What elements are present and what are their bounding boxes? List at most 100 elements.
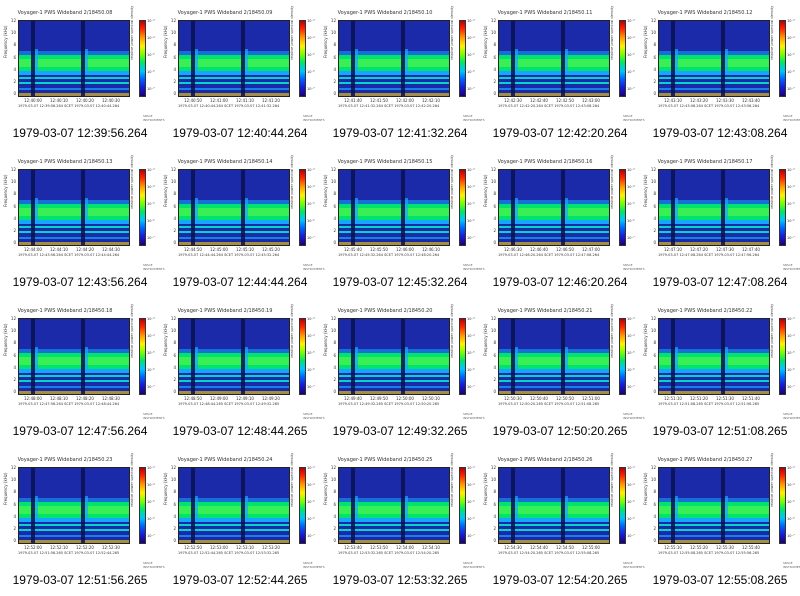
colorbar-tick-label: 10⁻⁴ <box>307 483 315 487</box>
colorbar <box>619 169 626 246</box>
x-tick-label: 12:55:00 <box>582 545 600 550</box>
timestamp-caption: 1979-03-07 12:49:32.265 <box>332 424 468 438</box>
spectrogram-tile: Voyager-1 PWS Wideband 2/18450.13 Frequen… <box>0 149 165 298</box>
y-tick-label: 10 <box>650 179 656 185</box>
colorbar <box>139 318 146 395</box>
colorbar-tick-label: 10⁻⁴ <box>467 36 475 40</box>
y-tick-label: 10 <box>10 477 16 483</box>
y-tick-label: 10 <box>170 328 176 334</box>
y-tick-label: 10 <box>490 477 496 483</box>
x-tick-label: 12:52:30 <box>102 545 120 550</box>
x-tick-label: 12:53:50 <box>370 545 388 550</box>
colorbar <box>299 318 306 395</box>
y-tick-label: 0 <box>13 240 16 246</box>
y-tick-label: 6 <box>13 501 16 507</box>
colorbar-tick-label: 10⁻⁴ <box>147 36 155 40</box>
colorbar-tick-label: 10⁻⁴ <box>467 185 475 189</box>
y-tick-label: 12 <box>650 167 656 172</box>
timestamp-caption: 1979-03-07 12:53:32.265 <box>332 573 468 587</box>
y-tick-label: 2 <box>653 377 656 382</box>
y-tick-label: 10 <box>10 328 16 334</box>
y-tick-label: 10 <box>330 477 336 483</box>
y-tick-label: 10 <box>650 328 656 334</box>
credit-label: SPACE INSTRUMENTS <box>303 263 325 271</box>
y-tick-label: 8 <box>333 42 336 48</box>
x-tick-label: 12:43:10 <box>664 98 682 103</box>
x-tick-label: 12:45:40 <box>344 247 362 252</box>
colorbar-tick-label: 10⁻⁶ <box>467 517 475 521</box>
timestamp-caption: 1979-03-07 12:44:44.264 <box>172 275 308 289</box>
y-tick-label: 8 <box>333 191 336 197</box>
credit-label: SPACE INSTRUMENTS <box>143 114 165 122</box>
y-tick-label: 2 <box>13 526 16 531</box>
y-tick-label: 12 <box>490 316 496 321</box>
x-tick-label: 12:48:00 <box>24 396 42 401</box>
colorbar-tick-label: 10⁻⁶ <box>787 368 795 372</box>
y-tick-label: 12 <box>650 465 656 470</box>
colorbar-tick-label: 10⁻⁷ <box>307 236 315 240</box>
x-tick-label: 12:50:10 <box>422 396 440 401</box>
y-tick-label: 0 <box>13 538 16 544</box>
colorbar-tick-label: 10⁻³ <box>147 19 155 23</box>
spectrogram-tile: Voyager-1 PWS Wideband 2/18450.21 Frequen… <box>480 298 645 447</box>
y-tick-label: 10 <box>650 30 656 36</box>
x-tick-label: 12:45:00 <box>210 247 228 252</box>
y-tick-label: 0 <box>493 91 496 97</box>
colorbar <box>459 467 466 544</box>
colorbar-tick-label: 10⁻⁷ <box>147 534 155 538</box>
y-tick-label: 6 <box>493 352 496 358</box>
y-tick-label: 10 <box>10 179 16 185</box>
plot-title: Voyager-1 PWS Wideband 2/18450.23 <box>17 457 113 463</box>
timestamp-caption: 1979-03-07 12:51:56.265 <box>12 573 148 587</box>
y-tick-label: 6 <box>13 352 16 358</box>
colorbar-tick-label: 10⁻⁷ <box>627 87 635 91</box>
x-tick-label: 12:53:20 <box>262 545 280 550</box>
colorbar-tick-label: 10⁻⁵ <box>467 202 475 206</box>
time-range-label: 1979-03-07 12:40:44.264 SCET 1979-03-07 … <box>178 104 280 108</box>
y-tick-label: 6 <box>333 54 336 60</box>
spectrogram-tile: Voyager-1 PWS Wideband 2/18450.25 Frequen… <box>320 447 485 596</box>
y-tick-label: 0 <box>333 389 336 395</box>
y-tick-label: 0 <box>653 91 656 97</box>
y-tick-label: 6 <box>13 203 16 209</box>
credit-label: SPACE INSTRUMENTS <box>623 263 645 271</box>
x-tick-label: 12:53:10 <box>236 545 254 550</box>
spectrogram-plot <box>338 169 450 246</box>
colorbar <box>619 20 626 97</box>
plot-title: Voyager-1 PWS Wideband 2/18450.08 <box>17 10 113 16</box>
colorbar-label: relative power spectral density <box>130 154 134 209</box>
colorbar-tick-label: 10⁻⁴ <box>467 483 475 487</box>
y-tick-label: 12 <box>650 316 656 321</box>
colorbar-tick-label: 10⁻⁴ <box>307 36 315 40</box>
y-tick-label: 4 <box>653 66 656 72</box>
y-tick-label: 0 <box>653 389 656 395</box>
plot-title: Voyager-1 PWS Wideband 2/18450.11 <box>497 10 593 16</box>
colorbar-tick-label: 10⁻⁴ <box>307 334 315 338</box>
time-range-label: 1979-03-07 12:47:08.264 SCET 1979-03-07 … <box>658 253 760 257</box>
colorbar-tick-label: 10⁻⁴ <box>147 483 155 487</box>
x-tick-label: 12:50:50 <box>556 396 574 401</box>
time-range-label: 1979-03-07 12:51:08.265 SCET 1979-03-07 … <box>658 402 760 406</box>
time-range-label: 1979-03-07 12:45:32.264 SCET 1979-03-07 … <box>338 253 440 257</box>
time-range-label: 1979-03-07 12:44:44.264 SCET 1979-03-07 … <box>178 253 280 257</box>
colorbar <box>459 20 466 97</box>
x-tick-label: 12:44:10 <box>50 247 68 252</box>
x-tick-label: 12:42:30 <box>504 98 522 103</box>
y-tick-label: 6 <box>333 501 336 507</box>
spectrogram-plot <box>178 467 290 544</box>
y-tick-label: 6 <box>173 203 176 209</box>
x-tick-label: 12:54:40 <box>530 545 548 550</box>
x-tick-label: 12:46:30 <box>504 247 522 252</box>
y-tick-label: 2 <box>333 79 336 84</box>
x-tick-label: 12:45:50 <box>370 247 388 252</box>
spectrogram-tile: Voyager-1 PWS Wideband 2/18450.16 Frequen… <box>480 149 645 298</box>
y-tick-label: 4 <box>653 364 656 370</box>
y-tick-label: 2 <box>493 228 496 233</box>
spectrogram-image <box>339 468 449 543</box>
colorbar-tick-label: 10⁻⁷ <box>467 236 475 240</box>
credit-label: SPACE INSTRUMENTS <box>783 561 800 569</box>
colorbar-tick-label: 10⁻³ <box>627 168 635 172</box>
y-tick-label: 0 <box>493 538 496 544</box>
colorbar-label: relative power spectral density <box>290 452 294 507</box>
colorbar-tick-label: 10⁻⁷ <box>147 236 155 240</box>
